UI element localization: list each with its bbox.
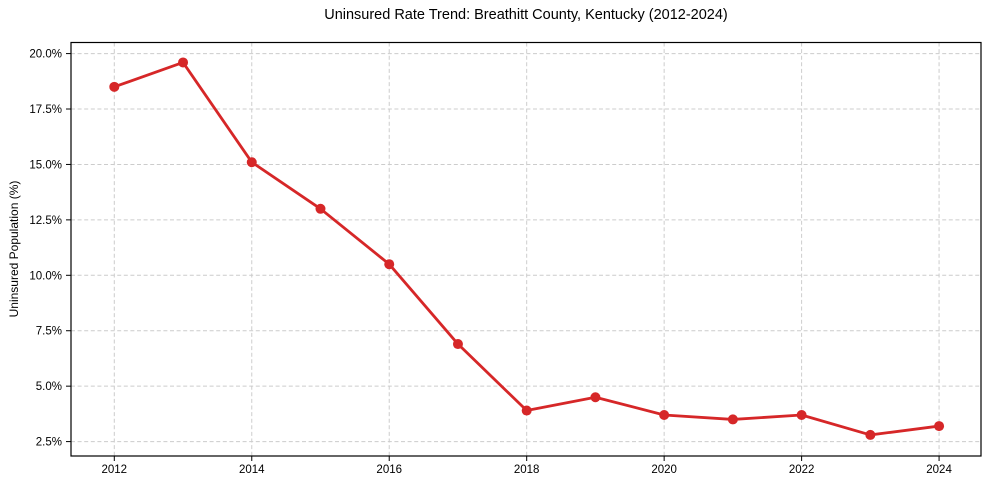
data-point-marker (796, 409, 807, 420)
tick-labels: 2.5% 5.0% 7.5% 10.0% 12.5% 15.0% 17.5% 20.0% 201… (29, 49, 952, 476)
data-point-marker (384, 259, 395, 270)
x-tick-label: 2014 (239, 464, 265, 476)
data-point-marker (109, 81, 120, 92)
y-tick-label: 12.5% (29, 215, 62, 227)
data-point-marker (452, 339, 463, 350)
y-tick-label: 7.5% (36, 326, 62, 338)
data-point-marker (315, 203, 326, 214)
y-tick-label: 5.0% (36, 381, 62, 393)
y-tick-label: 10.0% (29, 270, 62, 282)
data-point-marker (246, 157, 257, 168)
data-point-marker (727, 414, 738, 425)
plot-border (70, 41, 982, 457)
data-point-marker (521, 405, 532, 416)
chart-title: Uninsured Rate Trend: Breathitt County, … (324, 7, 728, 23)
tick-marks (66, 53, 940, 461)
y-tick-label: 20.0% (29, 49, 62, 61)
x-tick-label: 2020 (651, 464, 677, 476)
y-tick-label: 15.0% (29, 159, 62, 171)
x-tick-label: 2022 (789, 464, 815, 476)
data-point-marker (590, 392, 601, 403)
gridlines (71, 42, 981, 456)
x-tick-label: 2012 (102, 464, 128, 476)
y-tick-label: 2.5% (36, 437, 62, 449)
x-tick-label: 2024 (926, 464, 952, 476)
x-tick-label: 2018 (514, 464, 540, 476)
data-point-marker (865, 429, 876, 440)
data-point-marker (934, 421, 945, 432)
data-point-marker (178, 57, 189, 68)
data-point-marker (659, 409, 670, 420)
x-tick-label: 2016 (376, 464, 402, 476)
y-tick-label: 17.5% (29, 104, 62, 116)
